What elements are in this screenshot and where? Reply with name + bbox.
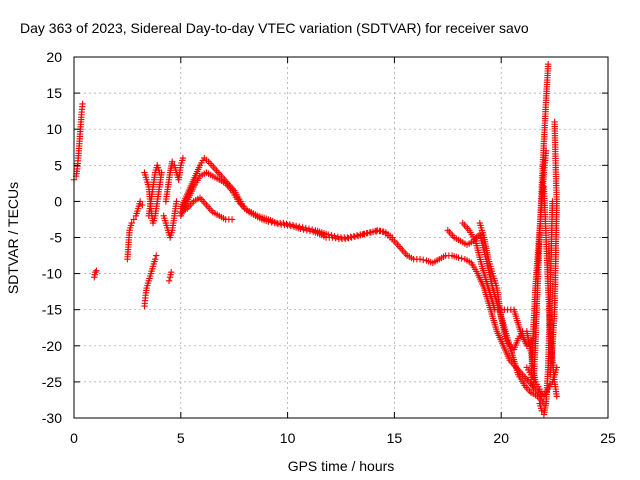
data-point [151, 255, 159, 263]
series-final-rise-b [527, 147, 550, 386]
data-point [376, 227, 383, 235]
x-tick-labels: 0 5 10 15 20 25 [70, 430, 616, 446]
data-point [156, 169, 163, 176]
data-point [350, 232, 358, 240]
data-point [331, 232, 338, 240]
series-arc-3.6h [145, 162, 163, 220]
data-point [299, 224, 306, 231]
data-point [165, 277, 173, 285]
data-point [363, 229, 370, 237]
data-point [305, 225, 313, 233]
data-point [308, 226, 316, 233]
data-point [128, 219, 135, 227]
series-main-middle [177, 169, 396, 241]
series-arc-4.2h-a [160, 198, 180, 241]
data-point [366, 229, 374, 236]
y-tick-label: -15 [42, 302, 62, 318]
y-axis-label: SDTVAR / TECUs [5, 182, 21, 294]
series-late-arc-19h [459, 219, 537, 349]
series-late-arc-15h [391, 237, 545, 400]
x-tick-label: 25 [600, 430, 616, 446]
data-point [553, 393, 560, 400]
data-point [153, 252, 160, 259]
data-point [169, 158, 176, 165]
y-tick-label: 5 [54, 157, 62, 173]
y-tick-label: -5 [50, 230, 63, 246]
axis-ticks [73, 56, 609, 419]
series-early-arc [70, 100, 86, 183]
y-tick-label: 20 [46, 49, 62, 65]
data-point [416, 255, 424, 263]
chart-title: Day 363 of 2023, Sidereal Day-to-day VTE… [20, 20, 529, 36]
grid-lines [74, 57, 608, 418]
data-point [139, 201, 146, 209]
data-point [420, 256, 427, 264]
data-point [296, 223, 303, 230]
data-point [130, 216, 138, 223]
x-tick-label: 5 [177, 430, 185, 446]
data-point [179, 154, 187, 162]
data-points [70, 61, 560, 418]
data-point [302, 224, 309, 232]
data-point [458, 255, 465, 262]
data-point [93, 267, 100, 274]
series-arc-3.3h-low [141, 252, 160, 310]
series-main-lower [177, 194, 236, 223]
data-point [228, 216, 236, 223]
data-point [289, 222, 297, 229]
data-point [353, 232, 361, 239]
data-point [389, 234, 396, 241]
data-point [347, 233, 354, 240]
series-final-fall [540, 183, 560, 400]
series-final-right [547, 118, 560, 378]
x-tick-label: 0 [70, 430, 78, 446]
x-tick-label: 20 [493, 430, 509, 446]
y-tick-label: -20 [42, 338, 62, 354]
series-final-dip [523, 364, 560, 400]
x-tick-label: 10 [280, 430, 296, 446]
y-tick-label: 10 [46, 121, 62, 137]
data-point [167, 268, 175, 276]
data-point [92, 268, 99, 276]
data-point [455, 254, 462, 261]
data-point [551, 118, 558, 126]
data-point [137, 198, 144, 205]
x-axis-label: GPS time / hours [288, 458, 395, 474]
data-point [544, 61, 552, 68]
data-point [286, 221, 293, 228]
data-point [344, 234, 351, 241]
y-tick-labels: 20 15 10 5 0 -5 -10 -15 -20 -25 -30 [42, 49, 62, 426]
data-point [357, 231, 364, 238]
y-tick-label: -30 [42, 410, 62, 426]
data-point [553, 364, 560, 371]
y-tick-label: 15 [46, 85, 62, 101]
series-arc-4.2h-b [162, 154, 187, 205]
data-point [328, 232, 335, 239]
data-point [324, 231, 332, 238]
series-isolated-1h [91, 267, 100, 281]
data-point [173, 198, 180, 205]
data-point [360, 230, 367, 238]
data-point [334, 233, 341, 240]
data-point [280, 219, 287, 227]
data-point [283, 220, 290, 227]
series-isolated-4.5h [165, 268, 175, 285]
data-point [542, 147, 550, 155]
data-point [292, 222, 300, 230]
data-point [379, 228, 386, 235]
y-tick-label: -10 [42, 266, 62, 282]
data-point [79, 100, 86, 108]
y-tick-label: 0 [54, 193, 62, 209]
y-tick-label: -25 [42, 374, 62, 390]
series-arc-2.5h [124, 198, 146, 263]
x-tick-label: 15 [387, 430, 403, 446]
